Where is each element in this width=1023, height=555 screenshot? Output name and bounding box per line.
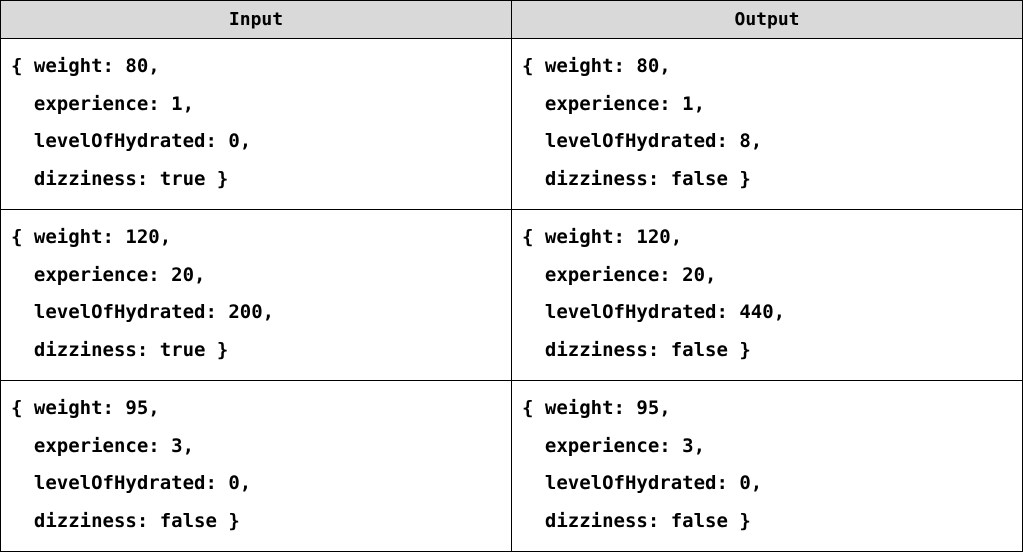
code-line: dizziness: false } [522, 167, 751, 190]
header-input: Input [0, 0, 512, 39]
code-line: dizziness: false } [11, 509, 240, 532]
code-block: { weight: 80, experience: 1, levelOfHydr… [512, 39, 1022, 198]
code-block: { weight: 80, experience: 1, levelOfHydr… [1, 39, 511, 198]
code-line: { weight: 95, [11, 397, 160, 419]
code-line: { weight: 120, [522, 226, 683, 248]
code-line: levelOfHydrated: 8, [522, 130, 763, 152]
code-line: { weight: 120, [11, 226, 172, 248]
code-line: levelOfHydrated: 0, [522, 472, 763, 494]
header-output: Output [511, 0, 1023, 39]
input-cell: { weight: 120, experience: 20, levelOfHy… [0, 209, 512, 381]
code-line: experience: 3, [522, 434, 706, 457]
code-line: experience: 20, [11, 263, 206, 286]
header-row: Input Output [0, 0, 1023, 39]
code-line: levelOfHydrated: 0, [11, 472, 252, 494]
input-cell: { weight: 80, experience: 1, levelOfHydr… [0, 38, 512, 210]
output-cell: { weight: 95, experience: 3, levelOfHydr… [511, 380, 1023, 552]
code-line: dizziness: true } [11, 338, 229, 361]
code-line: experience: 20, [522, 263, 717, 286]
code-line: levelOfHydrated: 0, [11, 130, 252, 152]
output-cell: { weight: 80, experience: 1, levelOfHydr… [511, 38, 1023, 210]
code-line: dizziness: false } [522, 509, 751, 532]
code-block: { weight: 95, experience: 3, levelOfHydr… [512, 381, 1022, 540]
code-block: { weight: 120, experience: 20, levelOfHy… [512, 210, 1022, 369]
table-row: { weight: 80, experience: 1, levelOfHydr… [0, 38, 1023, 210]
table-row: { weight: 120, experience: 20, levelOfHy… [0, 209, 1023, 381]
code-line: dizziness: false } [522, 338, 751, 361]
code-line: experience: 3, [11, 434, 195, 457]
code-line: { weight: 80, [11, 55, 160, 77]
input-cell: { weight: 95, experience: 3, levelOfHydr… [0, 380, 512, 552]
code-line: dizziness: true } [11, 167, 229, 190]
code-line: experience: 1, [522, 92, 706, 115]
output-cell: { weight: 120, experience: 20, levelOfHy… [511, 209, 1023, 381]
table-row: { weight: 95, experience: 3, levelOfHydr… [0, 380, 1023, 552]
code-line: levelOfHydrated: 200, [11, 301, 275, 323]
code-block: { weight: 95, experience: 3, levelOfHydr… [1, 381, 511, 540]
code-line: { weight: 95, [522, 397, 671, 419]
code-line: levelOfHydrated: 440, [522, 301, 786, 323]
code-block: { weight: 120, experience: 20, levelOfHy… [1, 210, 511, 369]
code-line: { weight: 80, [522, 55, 671, 77]
code-line: experience: 1, [11, 92, 195, 115]
